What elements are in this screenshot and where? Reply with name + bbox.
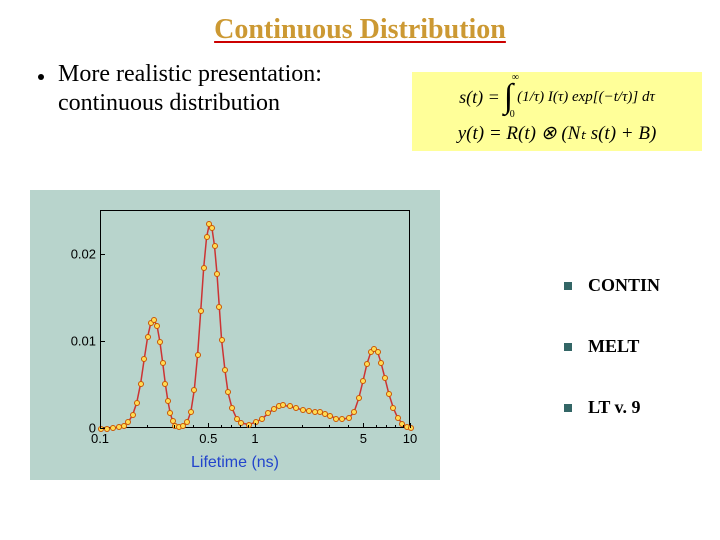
plot-box — [100, 210, 410, 428]
chart-marker — [293, 405, 299, 411]
square-bullet-icon — [564, 282, 572, 290]
square-bullet-icon — [564, 343, 572, 351]
chart-marker — [378, 360, 384, 366]
chart-marker — [229, 405, 235, 411]
chart-marker — [238, 420, 244, 426]
y-tick-label: 0.02 — [62, 246, 96, 261]
chart-marker — [222, 367, 228, 373]
chart-marker — [209, 225, 215, 231]
chart-marker — [364, 361, 370, 367]
chart-container: Relative Intensity (%) Lifetime (ns) 00.… — [30, 190, 440, 480]
chart-marker — [253, 419, 259, 425]
chart-marker — [214, 271, 220, 277]
chart-marker — [191, 387, 197, 393]
x-tick-label: 5 — [360, 431, 367, 446]
chart-marker — [300, 407, 306, 413]
chart-marker — [382, 375, 388, 381]
chart-marker — [184, 419, 190, 425]
chart-marker — [165, 398, 171, 404]
chart-marker — [154, 323, 160, 329]
chart-marker — [360, 378, 366, 384]
chart-marker — [395, 415, 401, 421]
chart-marker — [130, 412, 136, 418]
x-axis-label: Lifetime (ns) — [30, 454, 440, 472]
method-list: CONTIN MELT LT v. 9 — [564, 275, 660, 458]
chart-marker — [259, 416, 265, 422]
chart-marker — [204, 234, 210, 240]
y-tick-label: 0.01 — [62, 333, 96, 348]
x-tick-label: 1 — [251, 431, 258, 446]
chart-marker — [201, 265, 207, 271]
method-label: LT v. 9 — [588, 397, 641, 418]
square-bullet-icon — [564, 404, 572, 412]
method-list-item: LT v. 9 — [564, 397, 660, 418]
x-tick-label: 0.5 — [199, 431, 217, 446]
chart-marker — [160, 360, 166, 366]
formula-eq2: y(t) = R(t) ⊗ (Nₜ s(t) + B) — [420, 122, 694, 145]
chart-marker — [141, 356, 147, 362]
x-tick-label: 0.1 — [91, 431, 109, 446]
method-label: MELT — [588, 336, 639, 357]
chart-marker — [162, 381, 168, 387]
chart-marker — [138, 381, 144, 387]
chart-marker — [280, 402, 286, 408]
chart-marker — [390, 405, 396, 411]
chart-marker — [145, 334, 151, 340]
bullet-text: More realistic presentation: continuous … — [58, 60, 322, 118]
chart-marker — [195, 352, 201, 358]
chart-marker — [157, 339, 163, 345]
chart-marker — [212, 243, 218, 249]
chart-marker — [351, 409, 357, 415]
eq1-lower: 0 — [510, 109, 515, 120]
chart-marker — [375, 349, 381, 355]
chart-marker — [386, 391, 392, 397]
chart-marker — [219, 337, 225, 343]
chart-marker — [327, 413, 333, 419]
eq1-lhs: s(t) = — [459, 87, 500, 108]
x-tick-label: 10 — [403, 431, 417, 446]
chart-marker — [125, 419, 131, 425]
method-list-item: MELT — [564, 336, 660, 357]
method-label: CONTIN — [588, 275, 660, 296]
bullet-line-1: More realistic presentation: — [58, 60, 322, 89]
chart-marker — [225, 389, 231, 395]
chart-marker — [134, 400, 140, 406]
bullet-dot-icon — [38, 74, 44, 80]
chart-marker — [265, 410, 271, 416]
chart-marker — [346, 415, 352, 421]
chart-marker — [198, 308, 204, 314]
chart-marker — [356, 395, 362, 401]
chart-marker — [151, 317, 157, 323]
formula-eq1: s(t) = ∞ ∫ 0 (1/τ) I(τ) exp[(−t/τ)] dτ — [420, 78, 694, 116]
chart-marker — [188, 409, 194, 415]
chart-marker — [339, 416, 345, 422]
method-list-item: CONTIN — [564, 275, 660, 296]
chart-marker — [246, 422, 252, 428]
chart-marker — [167, 410, 173, 416]
eq1-body: (1/τ) I(τ) exp[(−t/τ)] dτ — [517, 89, 655, 106]
slide-title: Continuous Distribution — [0, 0, 720, 46]
chart-marker — [216, 304, 222, 310]
formula-box: s(t) = ∞ ∫ 0 (1/τ) I(τ) exp[(−t/τ)] dτ y… — [412, 72, 702, 151]
bullet-line-2: continuous distribution — [58, 89, 322, 118]
